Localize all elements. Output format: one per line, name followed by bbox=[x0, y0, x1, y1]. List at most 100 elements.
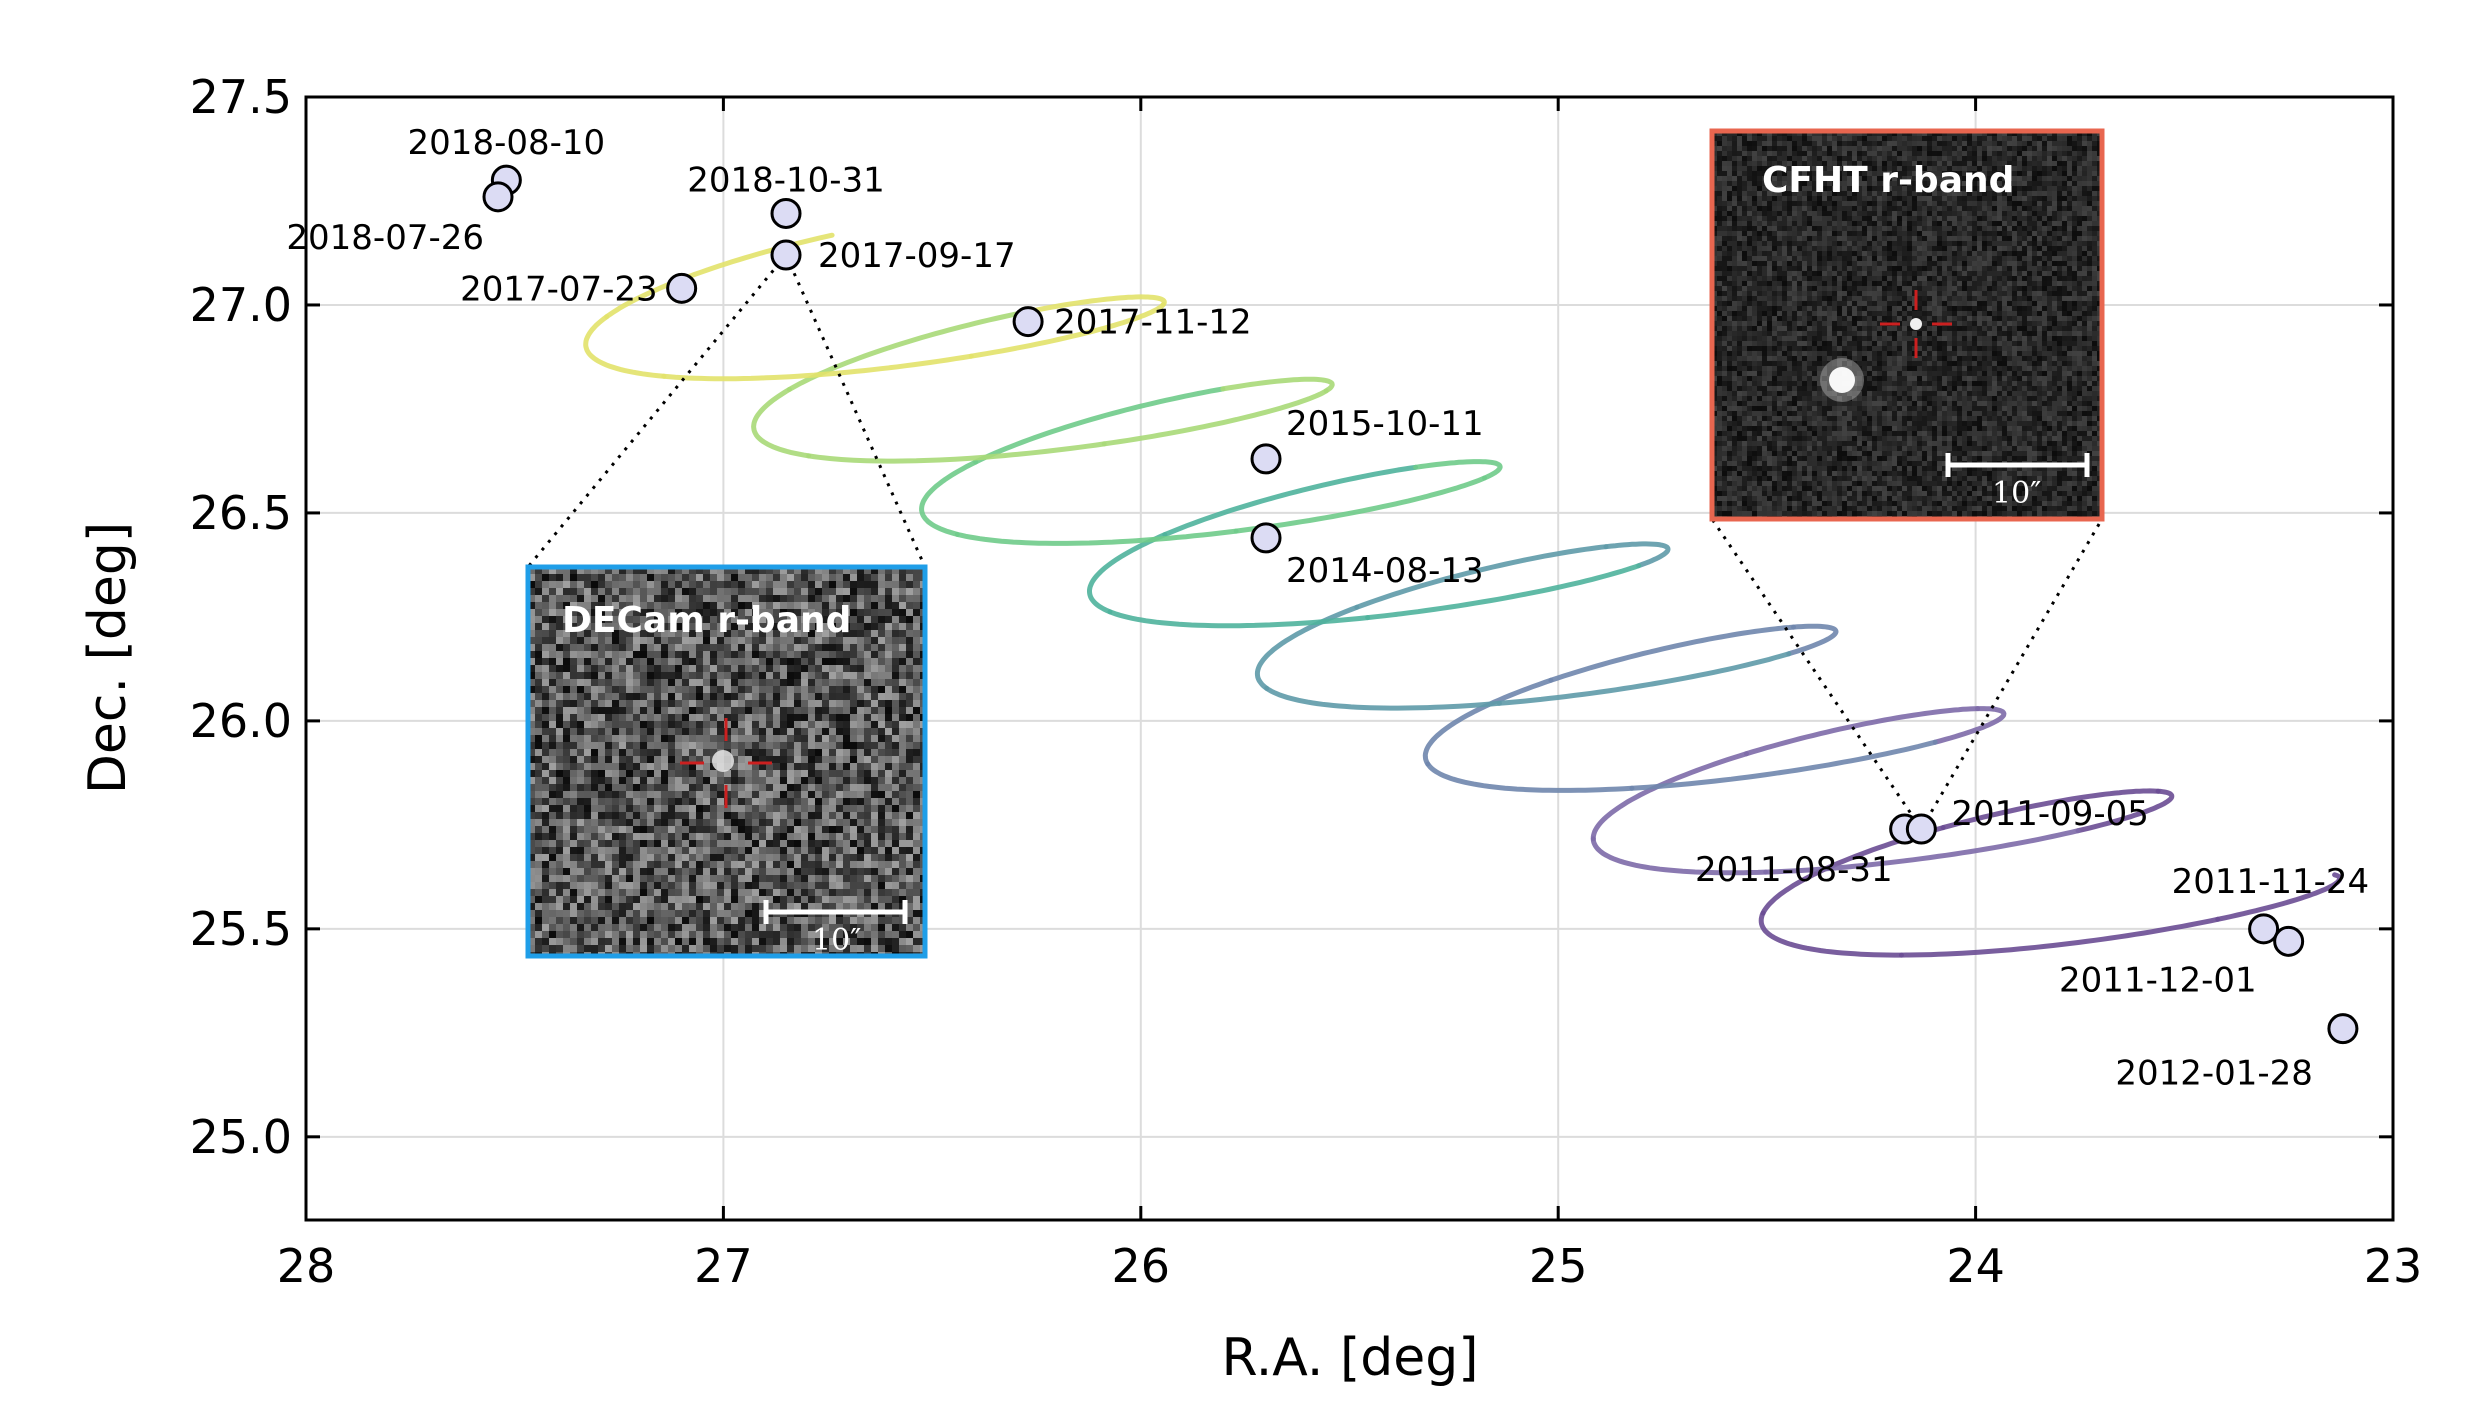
track-segment bbox=[1025, 294, 1167, 315]
cfht-inset-border bbox=[1709, 128, 2105, 522]
track-segment bbox=[1162, 464, 1419, 538]
track-segment bbox=[1422, 677, 1554, 767]
track-segment bbox=[1413, 459, 1503, 481]
x-tick-label: 27 bbox=[694, 1239, 753, 1293]
track-segment bbox=[1101, 388, 1329, 447]
track-segment bbox=[1107, 609, 1371, 629]
track-segment bbox=[1744, 706, 1981, 757]
track-segment bbox=[751, 386, 812, 459]
observation-marker bbox=[666, 272, 698, 304]
track-segment bbox=[1087, 532, 1168, 615]
track-segment bbox=[2215, 872, 2343, 922]
observation-marker bbox=[2327, 1013, 2359, 1045]
decam-inset-title: DECam r-band bbox=[562, 600, 851, 641]
observation-date-label: 2018-08-10 bbox=[408, 123, 606, 163]
observation-marker bbox=[1250, 522, 1282, 554]
cfht-inset-title: CFHT r-band bbox=[1762, 160, 2014, 201]
observation-date-label: 2011-11-24 bbox=[2172, 862, 2370, 902]
connector-line bbox=[1920, 518, 2104, 830]
track-segment bbox=[1590, 836, 1769, 876]
axis-tick-labels: 28 27 26 25 24 23 25.0 25.5 26.0 26.5 27.0 27.5 bbox=[190, 70, 2423, 1293]
observation-labels: 2018-08-10 2018-07-26 2018-10-31 2017-09-17… bbox=[286, 123, 2369, 1093]
observation-marker bbox=[770, 197, 802, 229]
x-axis-title: R.A. [deg] bbox=[1221, 1328, 1478, 1388]
decam-scale-label: 10″ bbox=[812, 923, 861, 958]
observation-date-label: 2011-09-05 bbox=[1951, 794, 2149, 834]
inset-connectors bbox=[526, 254, 2104, 830]
cfht-crosshair-icon bbox=[1880, 290, 1952, 358]
track-segment bbox=[1898, 916, 2221, 958]
cfht-target-source bbox=[1910, 318, 1922, 330]
y-tick-label: 25.0 bbox=[190, 1110, 292, 1164]
y-tick-label: 26.0 bbox=[190, 694, 292, 748]
track-segment bbox=[919, 459, 979, 537]
observation-marker bbox=[2273, 925, 2305, 957]
observation-date-label: 2018-10-31 bbox=[687, 160, 885, 200]
observation-marker bbox=[1905, 813, 1937, 845]
observation-marker bbox=[482, 181, 514, 213]
track-segment bbox=[1763, 828, 2081, 875]
observation-date-label: 2015-10-11 bbox=[1286, 404, 1484, 444]
track-segment bbox=[583, 314, 667, 379]
connector-line bbox=[526, 254, 788, 568]
track-segment bbox=[1548, 624, 1796, 683]
observation-date-label: 2012-01-28 bbox=[2115, 1054, 2313, 1094]
observation-marker bbox=[770, 239, 802, 271]
x-tick-label: 26 bbox=[1112, 1239, 1171, 1293]
connector-line bbox=[1710, 518, 1923, 830]
observation-date-label: 2014-08-13 bbox=[1286, 551, 1484, 591]
cfht-inset: CFHT r-band 10″ bbox=[1709, 128, 2105, 522]
observation-marker bbox=[1250, 443, 1282, 475]
observation-date-label: 2017-11-12 bbox=[1054, 303, 1252, 343]
track-segment bbox=[1220, 376, 1335, 394]
track-segment bbox=[1590, 751, 1749, 842]
track-segment bbox=[1940, 788, 2161, 831]
x-tick-label: 23 bbox=[2364, 1239, 2423, 1293]
connector-line bbox=[784, 254, 927, 568]
x-tick-label: 28 bbox=[277, 1239, 336, 1293]
track-segment bbox=[1233, 475, 1487, 534]
observation-date-label: 2017-07-23 bbox=[460, 269, 658, 309]
y-tick-label: 26.5 bbox=[190, 486, 292, 540]
track-segment bbox=[2075, 788, 2175, 834]
y-tick-label: 25.5 bbox=[190, 902, 292, 956]
observation-date-label: 2017-09-17 bbox=[818, 236, 1016, 276]
x-tick-label: 24 bbox=[1946, 1239, 2005, 1293]
decam-inset: DECam r-band 10″ bbox=[525, 564, 928, 959]
track-segment bbox=[973, 386, 1226, 465]
track-segment bbox=[954, 528, 1239, 546]
observation-marker bbox=[1012, 306, 1044, 338]
x-tick-label: 25 bbox=[1529, 1239, 1588, 1293]
track-segment bbox=[1365, 563, 1642, 621]
y-tick-label: 27.5 bbox=[190, 70, 292, 124]
y-axis-title: Dec. [deg] bbox=[78, 522, 138, 794]
track-segment bbox=[968, 302, 1166, 359]
observation-date-label: 2018-07-26 bbox=[286, 218, 484, 258]
track-segment bbox=[1425, 761, 1635, 793]
decam-crosshair-icon bbox=[680, 718, 772, 808]
track-segment bbox=[1786, 623, 1839, 657]
track-segment bbox=[1354, 544, 1609, 610]
cfht-galaxy-core bbox=[1829, 367, 1855, 393]
plot-frame bbox=[304, 95, 2395, 1222]
y-tick-label: 27.0 bbox=[190, 278, 292, 332]
track-segment bbox=[1603, 541, 1671, 569]
track-segment bbox=[1629, 739, 1938, 791]
decam-source bbox=[712, 750, 734, 772]
axis-ticks bbox=[304, 95, 2395, 1220]
decam-inset-border bbox=[525, 564, 928, 959]
observation-marker bbox=[2248, 913, 2280, 945]
track-segment bbox=[1758, 910, 1904, 958]
observation-date-label: 2011-12-01 bbox=[2059, 960, 2257, 1000]
track-segment bbox=[661, 353, 974, 382]
cfht-scale-label: 10″ bbox=[1992, 476, 2041, 511]
track-segment bbox=[1496, 651, 1792, 706]
decam-scale-bar bbox=[763, 900, 908, 924]
observation-markers bbox=[482, 164, 2359, 1045]
track-segment bbox=[1932, 706, 2007, 745]
track-segment bbox=[1264, 685, 1502, 711]
cfht-scale-bar bbox=[1945, 453, 2090, 477]
motion-track bbox=[583, 232, 2343, 958]
track-segment bbox=[806, 441, 1107, 464]
